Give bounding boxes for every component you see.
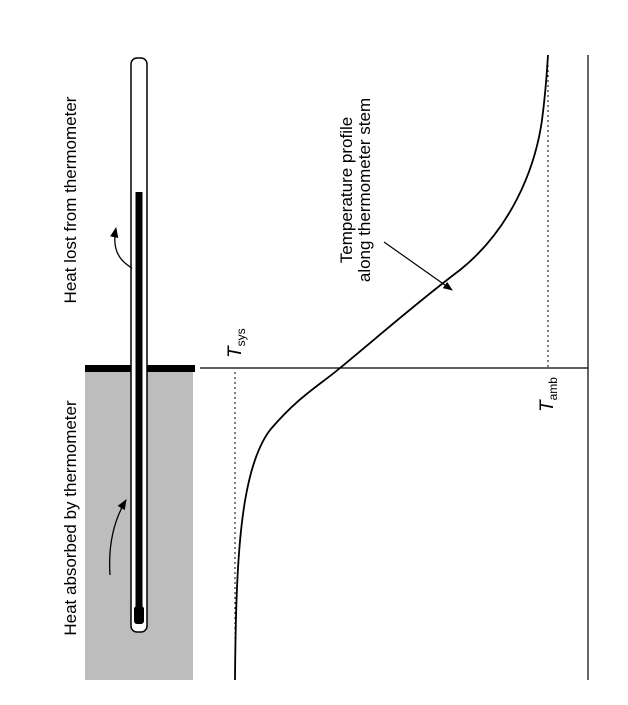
profile-pointer [383,241,453,291]
profile-label: Temperature profile [337,117,356,263]
subscript: amb [546,377,560,401]
symbol: T [537,399,558,412]
t-amb-label: Tamb [537,377,560,412]
profile-label: along thermometer stem [355,98,374,282]
t-sys-label: Tsys [225,328,248,358]
heat-absorbed-label: Heat absorbed by thermometer [61,400,80,636]
thermometer-column [135,192,143,622]
heat-absorbed-arrow [108,499,127,576]
temperature-profile [234,54,549,681]
symbol: T [225,345,246,358]
heat-lost-arrow [110,226,133,269]
thermometer-bulb [134,606,144,624]
heat-lost-label: Heat lost from thermometer [61,96,80,303]
subscript: sys [234,328,248,346]
